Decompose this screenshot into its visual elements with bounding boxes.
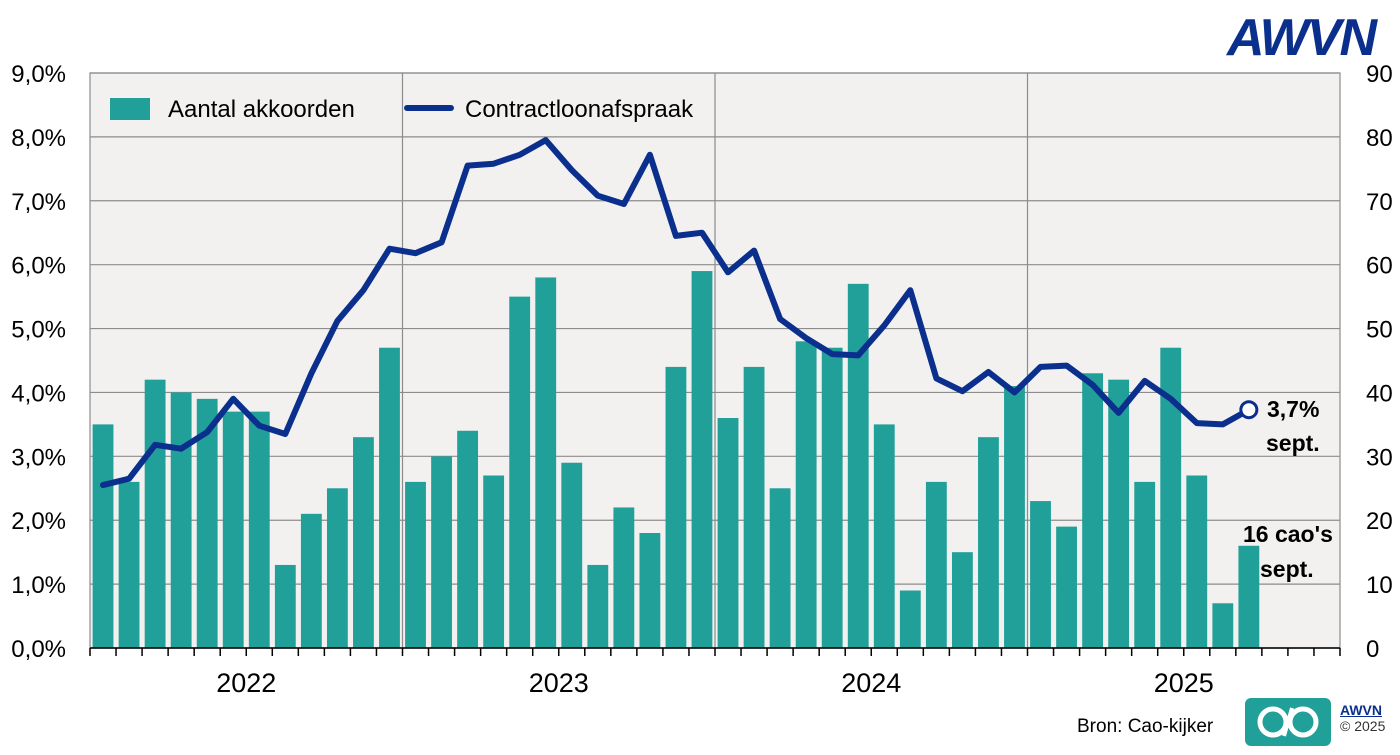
right-tick-label: 40 (1366, 380, 1393, 407)
bar (248, 411, 270, 648)
x-tick-label-year: 2023 (529, 668, 589, 698)
bar (795, 341, 817, 648)
bar (431, 456, 452, 648)
annotation-bar-count: 16 cao's (1243, 521, 1333, 547)
right-tick-label: 30 (1366, 444, 1393, 471)
bar (587, 564, 609, 648)
legend-label-aantal-akkoorden: Aantal akkoorden (168, 96, 355, 123)
left-tick-label: 9,0% (11, 61, 66, 88)
bar (379, 347, 400, 648)
x-tick-label-year: 2024 (841, 668, 901, 698)
legend: Aantal akkoorden Contractloonafspraak (110, 96, 694, 123)
right-tick-label: 0 (1366, 636, 1379, 663)
legend-label-contractloonafspraak: Contractloonafspraak (465, 96, 694, 123)
left-tick-label: 0,0% (11, 636, 66, 663)
bar (144, 379, 166, 648)
bar (353, 437, 374, 648)
bar (665, 366, 687, 648)
right-tick-label: 60 (1366, 253, 1393, 280)
bar-series-aantal-akkoorden (92, 271, 1260, 648)
bar (613, 507, 635, 648)
right-tick-label: 20 (1366, 508, 1393, 535)
left-tick-label: 8,0% (11, 125, 66, 152)
bar (1160, 347, 1182, 648)
right-tick-label: 10 (1366, 572, 1393, 599)
awvn-logo: AWVN (1225, 9, 1380, 67)
bar (1238, 545, 1260, 648)
bar (457, 430, 479, 648)
bar (1004, 386, 1025, 648)
bar (1030, 501, 1051, 648)
bar (561, 462, 583, 648)
axes: 2022 2023 2024 2025 0,0% 1,0% 2,0% 3,0% 4,0% 5,0%… (11, 61, 1392, 698)
left-tick-label: 4,0% (11, 380, 66, 407)
bar (1186, 475, 1208, 648)
right-tick-label: 80 (1366, 125, 1393, 152)
last-point-marker (1239, 400, 1259, 420)
bar (92, 424, 114, 648)
left-tick-label: 1,0% (11, 572, 66, 599)
bar (769, 488, 791, 648)
bar (535, 277, 557, 648)
line-series-contractloonafspraak (100, 137, 1259, 489)
annotation-line-value: 3,7% (1267, 396, 1319, 422)
left-tick-label: 3,0% (11, 444, 66, 471)
bar (847, 283, 869, 648)
left-tick-label: 2,0% (11, 508, 66, 535)
badge-copyright: © 2025 (1340, 718, 1386, 734)
awvn-logo-text: AWVN (1225, 9, 1378, 67)
x-tick-label-year: 2022 (216, 668, 276, 698)
bar (717, 418, 739, 648)
right-tick-label: 50 (1366, 317, 1393, 344)
series-line (100, 137, 1252, 489)
bar (326, 488, 348, 648)
bar (1212, 603, 1234, 648)
bar (1134, 481, 1156, 648)
cao-kijker-badge[interactable] (1245, 698, 1331, 746)
bar (873, 424, 895, 648)
bar (405, 481, 426, 648)
bar (925, 481, 947, 648)
bar (951, 552, 973, 648)
bar (1082, 373, 1104, 648)
right-tick-label: 90 (1366, 61, 1393, 88)
badge-caption: AWVN © 2025 (1340, 702, 1385, 734)
cao-kijker-icon (1257, 706, 1319, 738)
left-tick-label: 6,0% (11, 253, 66, 280)
x-tick-label-year: 2025 (1154, 668, 1214, 698)
annotation-line-month: sept. (1266, 430, 1320, 456)
bar (300, 513, 322, 648)
bar (899, 590, 921, 648)
left-tick-label: 5,0% (11, 317, 66, 344)
bar (196, 398, 218, 648)
bar (483, 475, 505, 648)
bar (978, 437, 999, 648)
bar (1056, 526, 1077, 648)
source-label: Bron: Cao-kijker (1077, 716, 1214, 737)
legend-bar-swatch (110, 98, 150, 120)
bar (509, 296, 531, 648)
bar (222, 411, 244, 648)
right-tick-label: 70 (1366, 189, 1393, 216)
badge-brand[interactable]: AWVN (1340, 702, 1382, 718)
bar (639, 533, 661, 648)
bar (743, 366, 765, 648)
annotation-bar-month: sept. (1260, 556, 1314, 582)
bar (118, 481, 140, 648)
bar (1108, 379, 1130, 648)
bar (691, 271, 713, 648)
gridlines (89, 72, 1341, 649)
bar (821, 347, 843, 648)
left-tick-label: 7,0% (11, 189, 66, 216)
annotations: 3,7% sept. 16 cao's sept. (1243, 396, 1333, 582)
bar (274, 564, 296, 648)
bar (170, 392, 192, 648)
